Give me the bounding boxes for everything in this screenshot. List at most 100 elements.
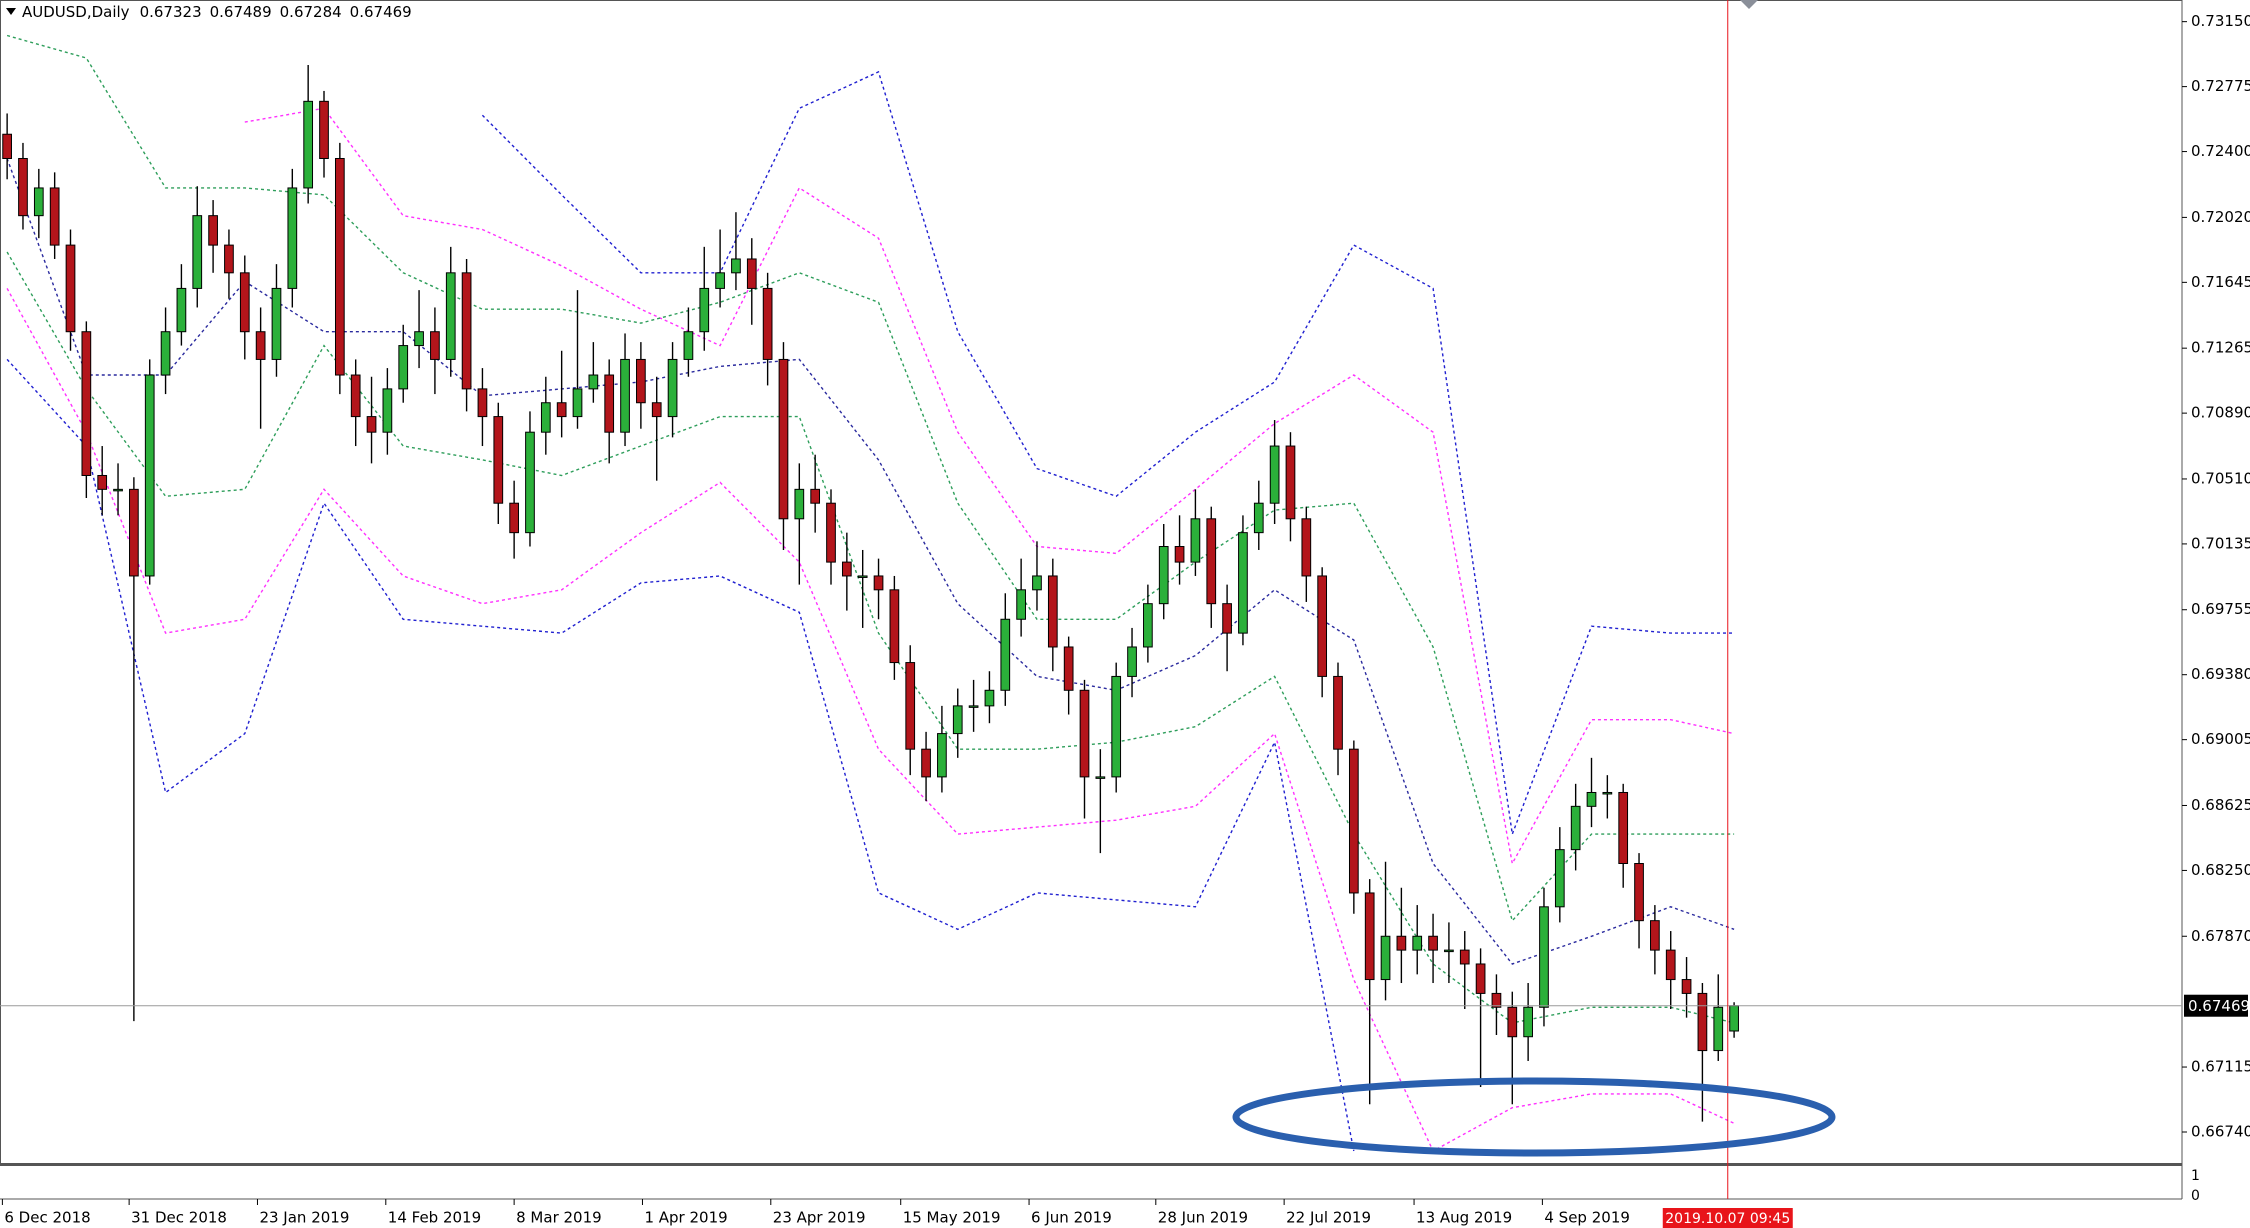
candle-body	[192, 215, 203, 289]
candle-body	[271, 287, 282, 360]
envelope-line	[6, 251, 1735, 1024]
candle-body	[1539, 906, 1549, 1008]
symbol-title: AUDUSD,Daily	[22, 3, 130, 21]
candle-body	[224, 244, 234, 274]
candle-body	[525, 431, 535, 534]
x-tick-label: 23 Jan 2019	[259, 1209, 349, 1227]
candle-body	[1491, 992, 1502, 1008]
candle-body	[1348, 748, 1359, 894]
candle-body	[1301, 518, 1312, 577]
candle-body	[1729, 1005, 1739, 1032]
y-tick-label: 0.72020	[2191, 208, 2250, 226]
x-tick-label: 22 Jul 2019	[1286, 1209, 1371, 1227]
candle-body	[1507, 1006, 1518, 1038]
candle-body	[572, 388, 583, 418]
candle-body	[1602, 791, 1613, 795]
x-tick-label: 6 Dec 2018	[4, 1209, 90, 1227]
candle-body	[1523, 1006, 1533, 1038]
candle-body	[731, 258, 741, 274]
candle-body	[461, 272, 472, 390]
candle-body	[1143, 603, 1153, 648]
y-tick-label: 0.66740	[2191, 1122, 2250, 1140]
candle-body	[430, 331, 440, 360]
current-price-box	[2184, 994, 2248, 1017]
candle-body	[794, 488, 805, 520]
candle-body	[1396, 935, 1407, 951]
candle-body	[334, 157, 345, 376]
candle-body	[493, 416, 504, 504]
cursor-label: 2019.10.07 09:45	[1665, 1211, 1790, 1227]
candle-body	[588, 374, 599, 390]
candle-body	[873, 575, 884, 591]
candle-body	[937, 733, 947, 778]
indicator-tick-label: 0	[2191, 1188, 2200, 1204]
y-tick-label: 0.67115	[2191, 1058, 2250, 1076]
y-tick-label: 0.70510	[2191, 469, 2250, 487]
candle-body	[1697, 992, 1708, 1052]
candle-body	[176, 287, 187, 333]
y-tick-label: 0.67870	[2191, 927, 2250, 945]
candles	[2, 64, 1739, 1122]
candle-body	[208, 215, 218, 246]
candle-body	[968, 705, 979, 708]
candle-body	[255, 331, 266, 360]
candle-body	[113, 488, 123, 492]
candle-body	[889, 589, 900, 664]
plot-frame	[0, 0, 2183, 1164]
candle-body	[1333, 675, 1343, 750]
candle-body	[1111, 675, 1122, 778]
candle-body	[1079, 689, 1090, 778]
candle-body	[1158, 546, 1169, 605]
candle-body	[1174, 546, 1185, 563]
candle-body	[1285, 445, 1296, 520]
candle-body	[414, 331, 424, 347]
candle-body	[382, 388, 393, 433]
candle-body	[477, 388, 488, 418]
candle-body	[144, 374, 155, 577]
candle-body	[1475, 963, 1486, 994]
candle-body	[1459, 949, 1470, 965]
cursor-label-box	[1662, 1208, 1793, 1228]
candle-body	[636, 358, 646, 404]
candle-body	[1032, 575, 1042, 591]
candle-body	[1047, 575, 1058, 648]
y-tick-label: 0.73150	[2191, 12, 2250, 30]
x-tick-label: 6 Jun 2019	[1031, 1209, 1112, 1227]
candle-body	[699, 287, 710, 333]
candle-body	[1428, 935, 1438, 951]
candle-body	[1127, 646, 1137, 677]
y-tick-label: 0.70890	[2191, 404, 2250, 422]
y-tick-label: 0.70135	[2191, 534, 2250, 552]
candle-body	[18, 157, 28, 217]
candle-body	[366, 416, 377, 433]
candle-body	[1650, 920, 1660, 951]
candle-body	[905, 662, 916, 750]
y-tick-label: 0.69755	[2191, 600, 2250, 618]
low-value: 0.67284	[280, 3, 342, 21]
candle-body	[239, 272, 250, 333]
candle-body	[667, 358, 678, 418]
x-tick-label: 4 Sep 2019	[1544, 1209, 1630, 1227]
highlight-ellipse	[1232, 1077, 1836, 1157]
envelope-line	[244, 107, 1735, 866]
x-tick-label: 8 Mar 2019	[516, 1209, 602, 1227]
candle-body	[826, 502, 836, 563]
candle-body	[810, 488, 821, 504]
x-tick-label: 31 Dec 2018	[131, 1209, 227, 1227]
candle-body	[1412, 935, 1423, 951]
candle-body	[1206, 518, 1217, 605]
y-tick-label: 0.72400	[2191, 142, 2250, 160]
candle-body	[952, 705, 963, 735]
candle-body	[398, 345, 409, 390]
candle-body	[841, 561, 852, 577]
candle-body	[1269, 445, 1280, 504]
candle-body	[81, 331, 92, 476]
candle-body	[445, 272, 456, 360]
candle-body	[1634, 863, 1644, 922]
candle-body	[984, 689, 995, 707]
candle-body	[1713, 1006, 1724, 1052]
candle-body	[683, 331, 694, 360]
candle-body	[778, 358, 789, 520]
